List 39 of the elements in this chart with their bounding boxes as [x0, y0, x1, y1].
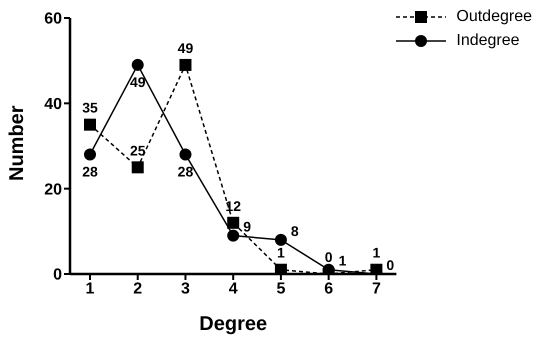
data-label: 35	[82, 100, 98, 116]
x-tick-label: 3	[181, 280, 190, 298]
point	[179, 148, 192, 161]
data-label: 25	[130, 142, 146, 158]
x-tick-label: 4	[228, 280, 238, 298]
data-label: 28	[82, 164, 98, 180]
y-tick-label: 0	[53, 266, 62, 284]
point	[132, 58, 144, 71]
point	[227, 230, 240, 242]
data-label: 9	[243, 218, 252, 235]
y-tick-label: 40	[44, 96, 62, 114]
y-axis-title: Number	[6, 105, 28, 181]
point	[274, 264, 287, 274]
data-label: 1	[277, 244, 286, 261]
y-tick-label: 60	[44, 10, 62, 28]
data-label: 49	[178, 40, 194, 56]
data-label: 0	[324, 249, 333, 265]
point	[274, 234, 287, 246]
point	[132, 161, 144, 174]
x-tick-label: 1	[86, 280, 95, 298]
data-label: 12	[225, 198, 242, 214]
point	[227, 216, 240, 229]
x-tick-label: 2	[133, 280, 142, 298]
point	[84, 148, 96, 161]
legend-label: Indegree	[456, 32, 520, 50]
x-tick-label: 5	[276, 280, 286, 298]
point	[84, 118, 96, 131]
data-label: 49	[130, 74, 146, 90]
x-axis-title: Degree	[199, 313, 268, 335]
data-label: 0	[386, 257, 394, 273]
x-tick-label: 6	[324, 280, 334, 298]
x-tick-label: 7	[372, 280, 381, 298]
data-label: 1	[372, 244, 380, 261]
data-label: 28	[178, 164, 194, 180]
data-label: 8	[290, 222, 299, 239]
data-label: 1	[338, 252, 347, 269]
y-tick-label: 20	[44, 181, 62, 198]
legend-label: Outdegree	[456, 8, 532, 26]
point	[179, 58, 192, 71]
